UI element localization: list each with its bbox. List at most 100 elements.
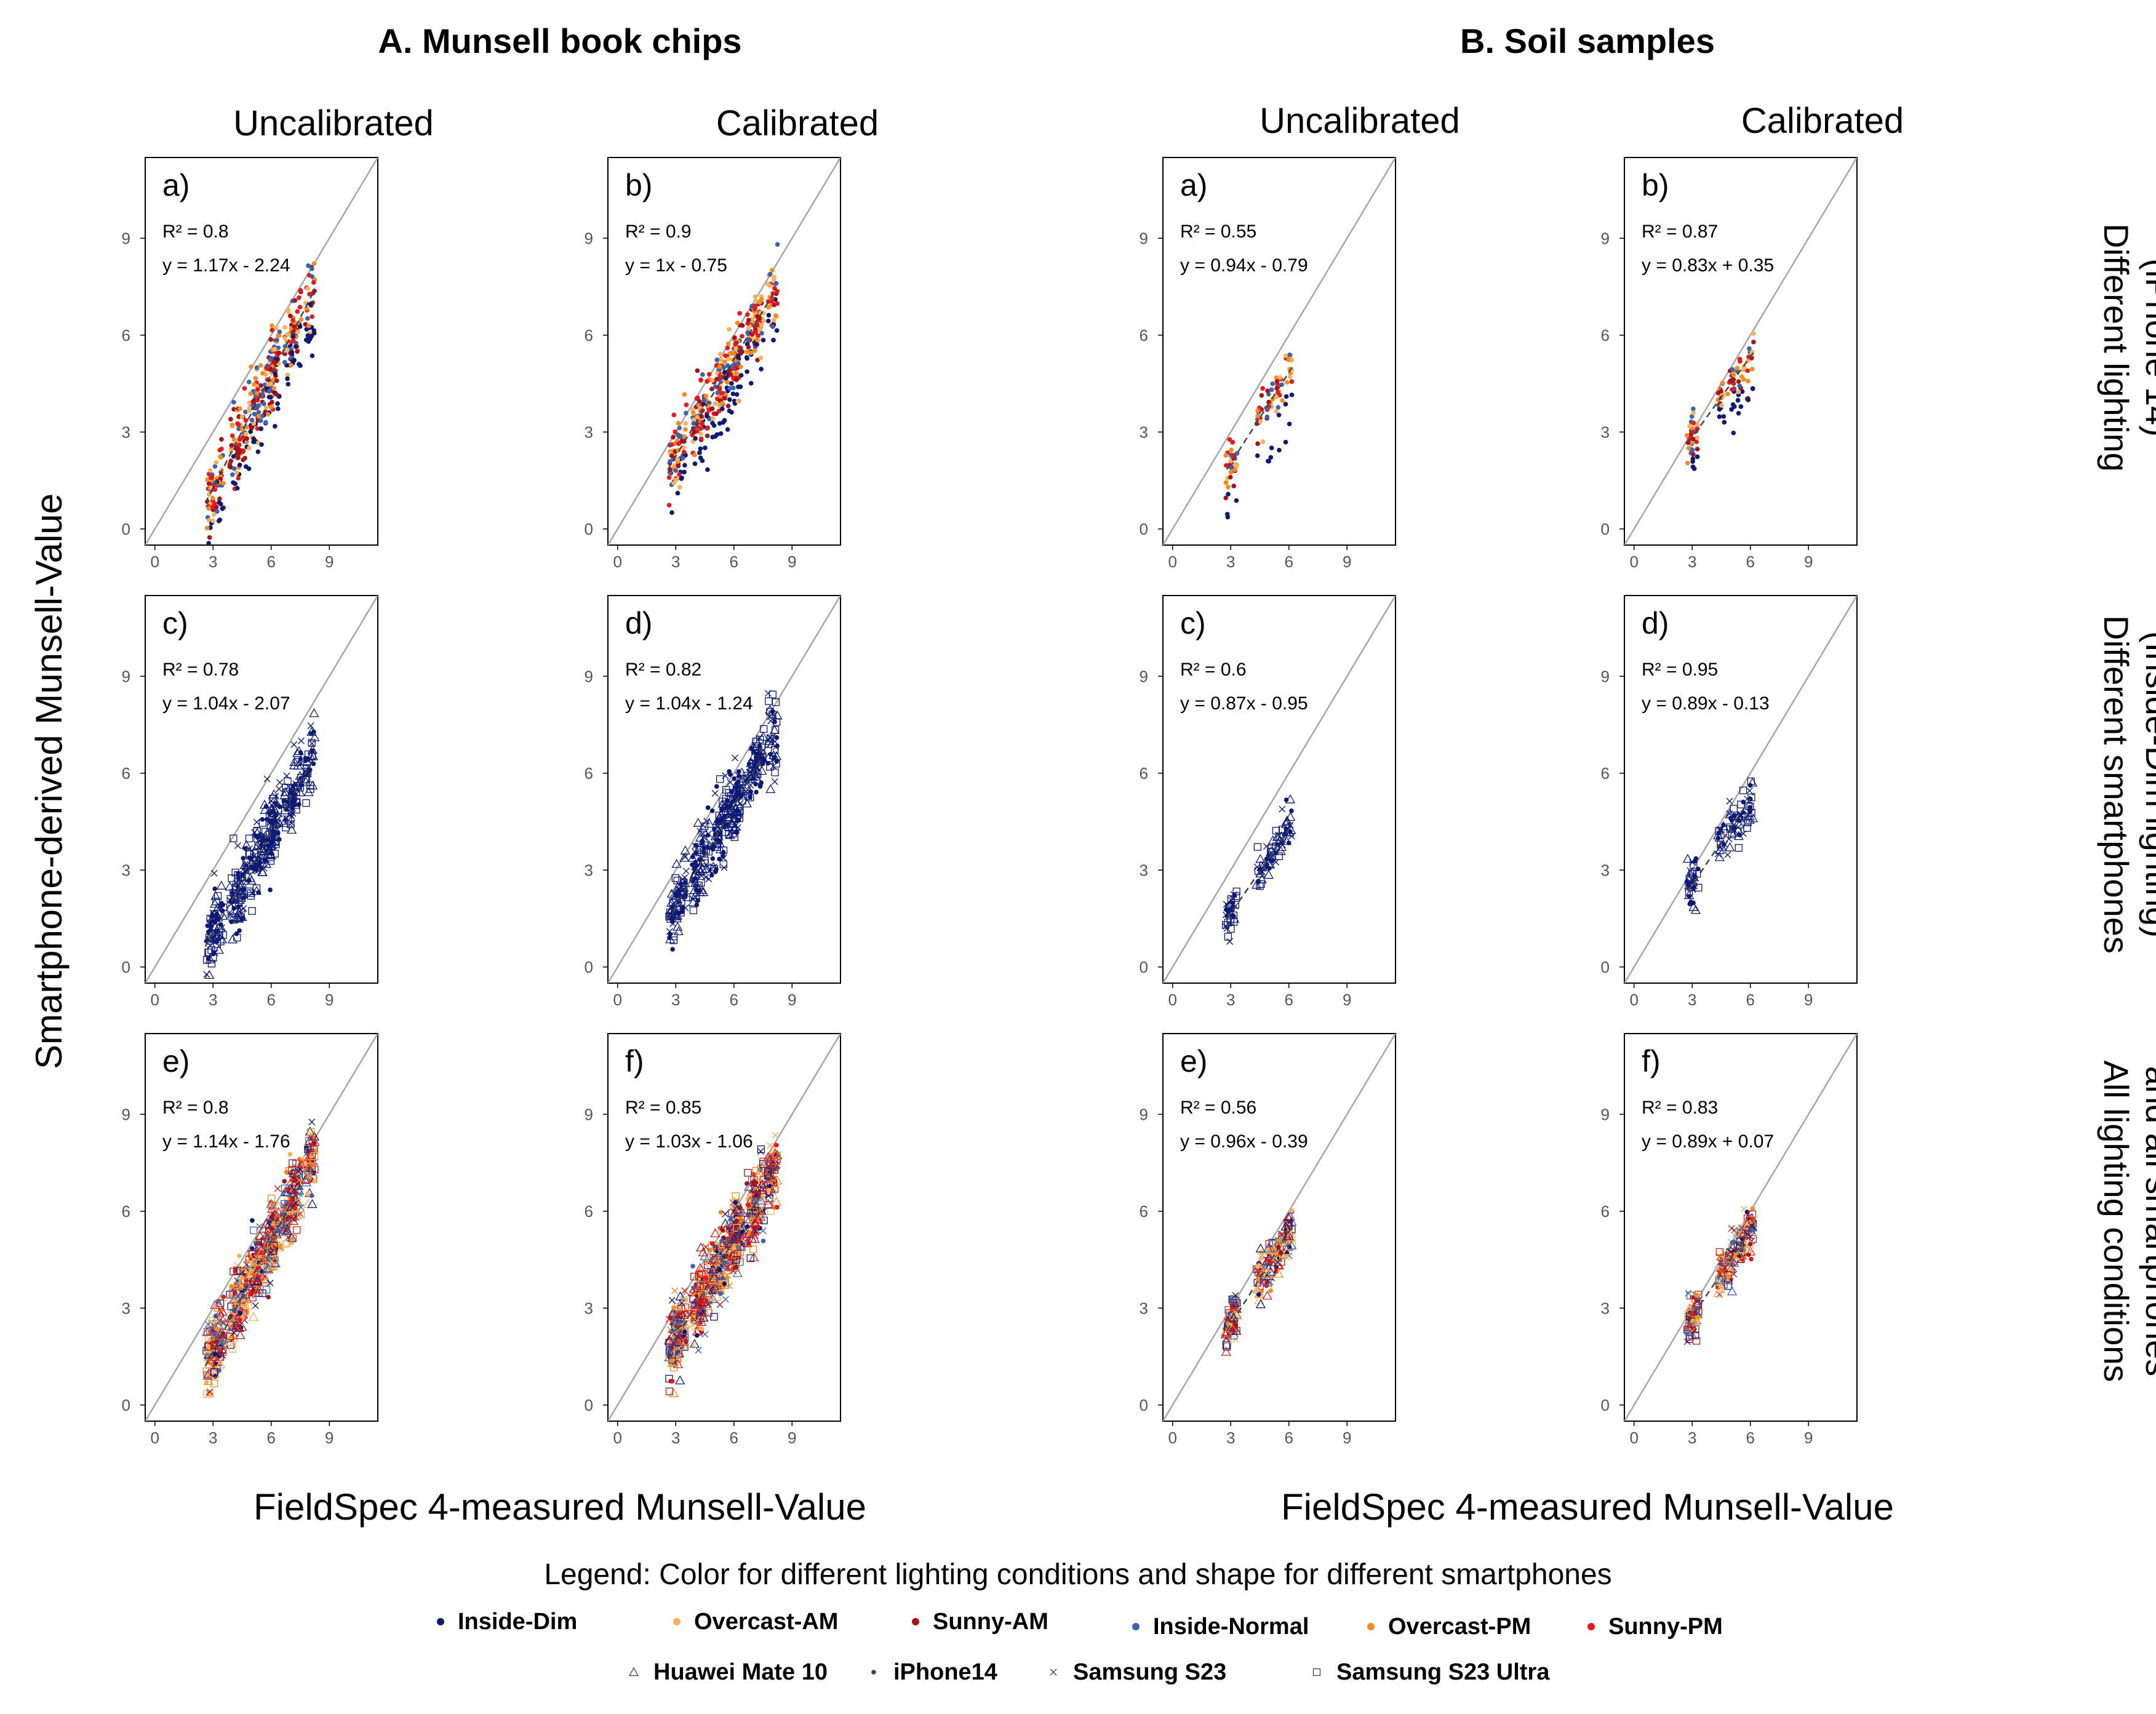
col-label-a-uncalibrated: Uncalibrated: [233, 103, 434, 143]
data-point: [692, 452, 697, 458]
data-point: [676, 1312, 683, 1319]
data-point: [262, 838, 271, 847]
data-point: [717, 856, 722, 862]
data-point: [761, 1238, 766, 1243]
data-point: [766, 318, 771, 324]
data-point: [1284, 826, 1288, 831]
data-point: [1266, 458, 1271, 464]
data-point: [1253, 843, 1262, 851]
data-point: [733, 1264, 739, 1270]
data-point: [293, 758, 301, 766]
data-point: [255, 387, 260, 392]
data-point: [717, 1240, 728, 1250]
data-point: [1720, 1250, 1728, 1257]
data-point: [1736, 389, 1741, 394]
data-point: [268, 842, 276, 850]
data-point: [733, 346, 738, 351]
data-point: [749, 1245, 757, 1253]
data-point: [695, 1297, 706, 1307]
data-point: [266, 850, 276, 859]
data-point: [773, 313, 778, 318]
data-point: [1276, 412, 1282, 418]
data-point: [237, 463, 242, 468]
data-point: [1733, 1250, 1744, 1259]
y-tick-label: 9: [122, 229, 130, 247]
data-point: [228, 1345, 236, 1353]
data-point: [737, 1205, 743, 1210]
data-point: [1744, 818, 1752, 826]
data-point: [306, 1149, 313, 1156]
data-point: [1691, 466, 1697, 471]
x-tick-label: 6: [267, 1429, 276, 1447]
data-point: [287, 1166, 296, 1174]
y-tick-label: 6: [1140, 1202, 1148, 1221]
data-point: [756, 1195, 766, 1205]
data-point: [282, 815, 290, 822]
data-point: [282, 325, 287, 330]
x-tick-label: 0: [613, 552, 622, 571]
data-point: [305, 1192, 310, 1197]
data-point: [1263, 869, 1274, 879]
data-point: [204, 1321, 212, 1328]
data-point: [682, 469, 687, 475]
data-point: [680, 879, 688, 887]
data-point: [253, 864, 261, 872]
data-point: [306, 727, 317, 736]
data-point: [693, 436, 698, 441]
data-point: [1284, 380, 1290, 385]
identity-line: [145, 596, 378, 983]
data-point: [286, 824, 297, 834]
row-label-3-line1: All lighting conditions: [2097, 1061, 2136, 1382]
data-point: [680, 1318, 690, 1328]
y-tick-label: 9: [1601, 667, 1610, 685]
legend-label: Overcast-PM: [1388, 1614, 1531, 1640]
data-point: [231, 399, 236, 405]
data-point: [682, 434, 687, 439]
scatter-panel: 0 3 6 9 0 3 6 9 f) R² = 0.83 y = 0.89x + 0.07: [1601, 1033, 1858, 1447]
data-point: [679, 476, 684, 481]
data-point: [1749, 1256, 1754, 1262]
data-point: [256, 890, 261, 895]
data-point: [697, 1281, 705, 1289]
data-point: [293, 344, 298, 349]
data-point: [698, 1270, 706, 1278]
data-point: [698, 887, 709, 896]
data-point: [1255, 441, 1260, 447]
data-point: [698, 436, 704, 442]
data-point: [1747, 809, 1753, 815]
plot-area: [145, 157, 378, 545]
data-point: [1262, 1290, 1272, 1300]
data-point: [717, 351, 723, 357]
data-point: [771, 317, 777, 323]
data-point: [691, 417, 697, 423]
data-point: [1287, 421, 1292, 426]
data-point: [775, 743, 780, 749]
plot-area: [1163, 596, 1395, 983]
data-point: [295, 1163, 305, 1173]
x-tick-label: 3: [671, 1429, 680, 1447]
data-point: [731, 351, 737, 356]
data-point: [730, 829, 738, 836]
data-point: [273, 325, 279, 331]
data-point: [689, 1339, 700, 1348]
data-point: [766, 708, 774, 716]
data-point: [715, 844, 726, 853]
data-point: [296, 1201, 301, 1206]
data-point: [705, 805, 711, 810]
data-point: [261, 859, 272, 868]
plot-area: [1624, 596, 1857, 983]
data-point: [729, 381, 734, 386]
data-point: [772, 1131, 779, 1139]
data-point: [213, 1302, 223, 1312]
data-point: [275, 401, 280, 406]
data-point: [1715, 1266, 1722, 1273]
data-point: [297, 305, 303, 309]
data-point: [771, 738, 778, 745]
data-point: [309, 353, 315, 359]
data-point: [1749, 367, 1755, 372]
y-tick-label: 6: [122, 326, 130, 345]
data-point: [703, 818, 711, 825]
data-point: [771, 338, 776, 343]
y-tick-label: 3: [1140, 1299, 1148, 1317]
data-point: [226, 1333, 234, 1341]
